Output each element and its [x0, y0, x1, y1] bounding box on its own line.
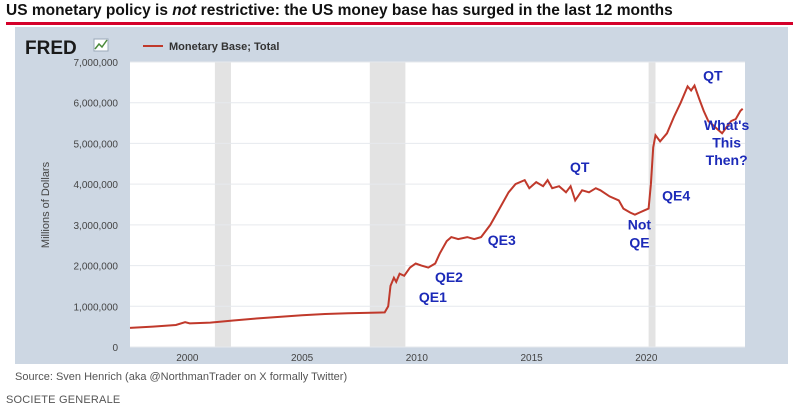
y-tick-label: 0 [112, 343, 118, 354]
y-tick-label: 5,000,000 [74, 139, 119, 150]
x-tick-label: 2020 [635, 353, 658, 364]
y-axis-ticks: 0 1,000,000 2,000,000 3,000,000 4,000,000 5,0… [74, 58, 119, 354]
recession-band-0 [214, 62, 231, 347]
x-axis-ticks: 2000 2005 2010 2015 2020 [176, 353, 658, 364]
annotation-label: QT [703, 67, 723, 83]
line-chart: 0 1,000,000 2,000,000 3,000,000 4,000,000 5,0… [25, 38, 750, 364]
headline-post: restrictive: the US money base has surge… [196, 2, 673, 19]
headline-pre: US monetary policy is [6, 2, 173, 19]
legend-label: Monetary Base; Total [169, 41, 279, 53]
source-note: Source: Sven Henrich (aka @NorthmanTrade… [15, 371, 348, 383]
gridlines [130, 61, 745, 348]
monetary-base-line [129, 83, 744, 329]
fred-logo: FRED [25, 38, 77, 59]
y-tick-label: 2,000,000 [74, 262, 119, 273]
annotation-label: QE3 [488, 232, 516, 248]
y-tick-label: 4,000,000 [74, 180, 119, 191]
annotation-label: Then? [706, 152, 748, 168]
footer-brand: SOCIETE GENERALE [6, 394, 121, 406]
annotation-label: QE2 [435, 269, 463, 285]
chart-panel: 0 1,000,000 2,000,000 3,000,000 4,000,000 5,0… [15, 27, 788, 364]
headline-emphasis: not [172, 2, 197, 19]
annotation-label: QE4 [662, 187, 690, 203]
y-tick-label: 7,000,000 [74, 58, 119, 69]
y-tick-label: 1,000,000 [74, 302, 119, 313]
plot-area [130, 62, 745, 347]
headline-rule [6, 22, 793, 25]
x-tick-label: 2015 [520, 353, 543, 364]
fred-logo-icon [93, 38, 109, 52]
recession-shading [214, 62, 656, 347]
x-tick-label: 2010 [406, 353, 429, 364]
x-tick-label: 2005 [291, 353, 314, 364]
y-tick-label: 3,000,000 [74, 221, 119, 232]
annotation-label: QT [570, 159, 590, 175]
headline: US monetary policy is not restrictive: t… [6, 2, 673, 20]
annotation-label: QE1 [419, 289, 447, 305]
annotation-label: What's [704, 117, 750, 133]
y-axis-label: Millions of Dollars [40, 161, 52, 248]
x-tick-label: 2000 [176, 353, 199, 364]
annotation-label: This [712, 135, 741, 151]
y-tick-label: 6,000,000 [74, 99, 119, 110]
annotation-label: QE [629, 235, 649, 251]
annotation-label: Not [628, 217, 652, 233]
recession-band-1 [369, 62, 406, 347]
recession-band-2 [648, 62, 656, 347]
